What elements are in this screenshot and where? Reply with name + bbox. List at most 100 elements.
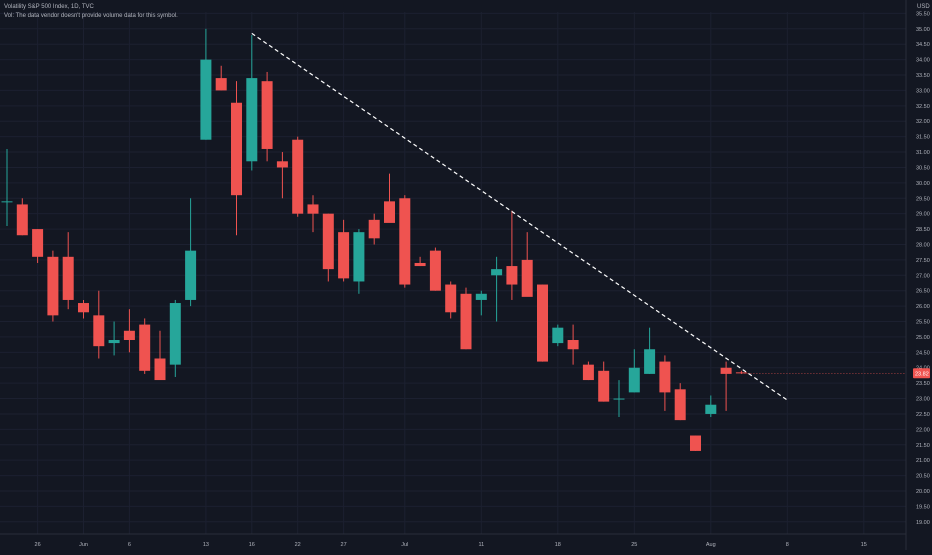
- candle-body: [93, 315, 105, 347]
- candle[interactable]: [613, 380, 625, 418]
- y-tick-label: 24.50: [916, 350, 930, 356]
- candle[interactable]: [598, 361, 610, 402]
- candle[interactable]: [567, 324, 579, 365]
- candle-body: [47, 256, 59, 316]
- candle[interactable]: [429, 247, 441, 291]
- candle-body: [307, 204, 319, 214]
- candle[interactable]: [384, 173, 395, 223]
- y-tick-label: 31.00: [916, 150, 930, 156]
- y-tick-label: 22.00: [916, 427, 930, 433]
- candle[interactable]: [1, 148, 13, 226]
- candle-body: [353, 232, 365, 282]
- x-tick-label: 8: [786, 542, 789, 548]
- y-tick-label: 35.50: [916, 11, 930, 17]
- candle[interactable]: [78, 299, 89, 319]
- candle[interactable]: [659, 355, 671, 411]
- x-tick-label: 25: [631, 542, 637, 548]
- candle[interactable]: [154, 330, 166, 381]
- candle-body: [582, 364, 594, 381]
- candle[interactable]: [537, 284, 548, 362]
- candle[interactable]: [353, 229, 365, 294]
- candle[interactable]: [491, 256, 503, 322]
- candle[interactable]: [231, 81, 242, 236]
- last-price-badge: [913, 368, 930, 379]
- x-tick-label: 16: [249, 542, 255, 548]
- candle[interactable]: [47, 250, 59, 322]
- candle[interactable]: [93, 290, 105, 359]
- candle[interactable]: [644, 327, 656, 374]
- candle[interactable]: [506, 210, 518, 300]
- candle-body: [598, 370, 610, 402]
- y-tick-label: 25.00: [916, 335, 930, 341]
- candle-body: [368, 219, 380, 239]
- currency-label: USD: [917, 4, 930, 10]
- trendline[interactable]: [251, 32, 788, 401]
- candle[interactable]: [582, 361, 594, 381]
- x-tick-label: 26: [35, 542, 41, 548]
- candle[interactable]: [108, 321, 120, 356]
- y-tick-label: 34.50: [916, 42, 930, 48]
- candle[interactable]: [261, 71, 273, 162]
- candle[interactable]: [368, 213, 380, 245]
- candle-body: [276, 161, 288, 168]
- candle-body: [399, 198, 411, 285]
- candle[interactable]: [322, 213, 334, 282]
- candle-body: [659, 361, 671, 393]
- x-tick-label: 13: [203, 542, 209, 548]
- candle[interactable]: [690, 435, 701, 451]
- candle[interactable]: [276, 152, 288, 199]
- candle-body: [460, 293, 472, 350]
- candle-body: [1, 201, 13, 203]
- candle[interactable]: [338, 219, 350, 282]
- candle-body: [154, 358, 166, 381]
- candle[interactable]: [246, 34, 258, 171]
- candle-body: [78, 303, 89, 313]
- grid-layer: [0, 12, 906, 534]
- candle[interactable]: [292, 136, 304, 217]
- candle[interactable]: [460, 287, 472, 350]
- candle[interactable]: [445, 281, 457, 319]
- candle[interactable]: [123, 309, 135, 353]
- y-tick-label: 23.50: [916, 381, 930, 387]
- candle[interactable]: [414, 256, 426, 267]
- x-tick-label: 11: [478, 542, 484, 548]
- candle[interactable]: [521, 232, 533, 297]
- candle-body: [735, 372, 747, 374]
- candle[interactable]: [475, 290, 487, 316]
- symbol-title: Volatility S&P 500 Index, 1D, TVC: [4, 4, 94, 10]
- y-tick-label: 22.50: [916, 412, 930, 418]
- candle[interactable]: [62, 232, 74, 310]
- candle[interactable]: [200, 28, 212, 140]
- candle[interactable]: [399, 195, 411, 288]
- y-tick-label: 19.00: [916, 520, 930, 526]
- y-tick-label: 21.50: [916, 443, 930, 449]
- candle-body: [567, 340, 579, 350]
- candle[interactable]: [32, 229, 44, 263]
- y-tick-label: 30.00: [916, 181, 930, 187]
- candle[interactable]: [628, 349, 640, 393]
- volume-notice: Vol: The data vendor doesn't provide vol…: [4, 13, 178, 19]
- y-tick-label: 29.00: [916, 212, 930, 218]
- x-tick-label: 18: [555, 542, 561, 548]
- candle[interactable]: [307, 195, 319, 233]
- candle[interactable]: [215, 65, 227, 91]
- candle[interactable]: [720, 361, 732, 411]
- candle[interactable]: [169, 299, 181, 377]
- candle[interactable]: [139, 318, 151, 374]
- candle[interactable]: [674, 383, 686, 421]
- y-tick-label: 32.00: [916, 119, 930, 125]
- candle-body: [537, 284, 548, 362]
- candle[interactable]: [705, 395, 717, 418]
- candle-body: [414, 262, 426, 267]
- candle[interactable]: [185, 198, 197, 307]
- y-axis[interactable]: USD 19.00 19.50 20.00 20.50 21.00 21.50 22.00 22…: [905, 0, 930, 550]
- candle[interactable]: [552, 324, 564, 347]
- x-tick-label: Jul: [401, 542, 408, 548]
- candle-body: [429, 250, 441, 291]
- y-tick-label: 34.00: [916, 58, 930, 64]
- candle[interactable]: [16, 198, 28, 236]
- x-axis[interactable]: 26Jun613162227Jul111825Aug81522: [0, 533, 932, 548]
- y-tick-label: 27.00: [916, 273, 930, 279]
